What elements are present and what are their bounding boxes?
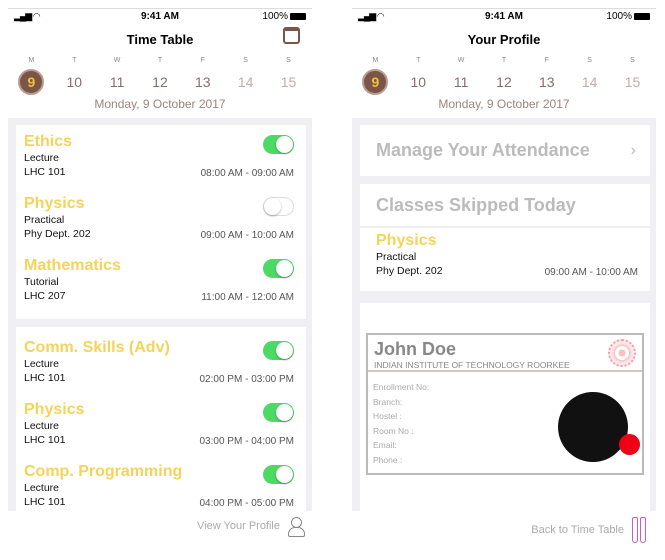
class-item: Physics Practical Phy Dept. 202 09:00 AM… <box>16 191 306 253</box>
class-name: Comp. Programming <box>24 463 183 480</box>
day-11[interactable]: W 11 <box>109 57 125 90</box>
profile-icon <box>288 517 305 537</box>
class-list: Ethics Lecture LHC 101 08:00 AM - 09:00 … <box>8 118 312 511</box>
id-field: Phone : <box>373 454 403 465</box>
day-15[interactable]: S 15 <box>280 57 297 90</box>
attendance-toggle[interactable] <box>263 341 294 360</box>
status-bar: ▂▄▆ ◠ 9:41 AM 100% <box>8 11 312 25</box>
day-14[interactable]: S 14 <box>581 57 598 90</box>
id-field: Hostel : <box>373 411 402 421</box>
page-title: Your Profile <box>467 32 541 47</box>
institute-seal-logo <box>608 339 636 367</box>
back-to-timetable-button[interactable]: Back to Time Table <box>531 517 648 543</box>
class-group: Comm. Skills (Adv) Lecture LHC 101 02:00… <box>16 327 306 511</box>
class-item: Physics Lecture LHC 101 03:00 PM - 04:00… <box>16 397 306 459</box>
class-type: Practical <box>24 214 65 226</box>
class-time: 11:00 AM - 12:00 AM <box>201 292 294 303</box>
class-room: LHC 101 <box>24 496 66 508</box>
id-field: Room No : <box>373 425 414 436</box>
signal-wifi-icon: ▂▄▆ ◠ <box>14 11 41 21</box>
skipped-header: Classes Skipped Today <box>360 184 650 227</box>
class-type: Practical <box>376 251 417 263</box>
view-profile-button[interactable]: View Your Profile <box>197 517 305 537</box>
day-10[interactable]: T 10 <box>66 57 83 90</box>
selected-date: Monday, 9 October 2017 <box>94 97 226 111</box>
battery: 100% <box>606 11 650 22</box>
class-item: Mathematics Tutorial LHC 207 11:00 AM - … <box>16 253 306 315</box>
class-name: Physics <box>24 195 85 212</box>
attendance-toggle[interactable] <box>263 197 294 216</box>
day-11[interactable]: W 11 <box>453 57 469 90</box>
id-card-area: John Doe INDIAN INSTITUTE OF TECHNOLOGY R… <box>360 303 650 511</box>
class-item: Ethics Lecture LHC 101 08:00 AM - 09:00 … <box>16 129 306 191</box>
class-item: Comp. Programming Lecture LHC 101 04:00 … <box>16 459 306 521</box>
day-12[interactable]: T 12 <box>496 57 512 90</box>
week-strip: M 9 T 10 W 11 T 12 F 13 S 14 S 15 <box>8 57 312 95</box>
week-strip: M 9 T 10 W 11 T 12 F 13 S 14 S 15 <box>352 57 656 95</box>
class-name: Physics <box>24 401 85 418</box>
day-15[interactable]: S 15 <box>624 57 641 90</box>
class-room: LHC 101 <box>24 434 66 446</box>
class-name: Physics <box>376 232 437 249</box>
id-field: Email: <box>373 440 397 450</box>
id-card: John Doe INDIAN INSTITUTE OF TECHNOLOGY R… <box>366 333 644 475</box>
battery-icon <box>290 12 306 20</box>
day-13[interactable]: F 13 <box>539 57 555 90</box>
attendance-toggle[interactable] <box>263 259 294 278</box>
class-name: Ethics <box>24 133 73 150</box>
day-14[interactable]: S 14 <box>237 57 254 90</box>
status-bar: ▂▄▆ ◠ 9:41 AM 100% <box>352 11 656 25</box>
page-title: Time Table <box>126 32 194 47</box>
student-name: John Doe <box>374 339 457 359</box>
class-room: LHC 101 <box>24 166 66 178</box>
attendance-toggle[interactable] <box>263 135 294 154</box>
class-group: Ethics Lecture LHC 101 08:00 AM - 09:00 … <box>16 125 306 319</box>
class-name: Comm. Skills (Adv) <box>24 339 170 356</box>
class-type: Lecture <box>24 482 60 494</box>
day-10[interactable]: T 10 <box>410 57 427 90</box>
pencils-icon <box>632 517 648 543</box>
avatar[interactable] <box>558 392 628 462</box>
class-item: Comm. Skills (Adv) Lecture LHC 101 02:00… <box>16 335 306 397</box>
class-time: 08:00 AM - 09:00 AM <box>200 168 294 179</box>
class-time: 09:00 AM - 10:00 AM <box>544 267 638 278</box>
day-12[interactable]: T 12 <box>152 57 168 90</box>
status-dot <box>619 434 640 455</box>
calendar-icon[interactable] <box>283 27 300 44</box>
selected-date: Monday, 9 October 2017 <box>438 97 570 111</box>
class-time: 02:00 PM - 03:00 PM <box>199 374 295 385</box>
class-type: Lecture <box>24 152 60 164</box>
class-room: Phy Dept. 202 <box>24 228 91 240</box>
day-13[interactable]: F 13 <box>195 57 211 90</box>
battery: 100% <box>262 11 306 22</box>
class-time: 09:00 AM - 10:00 AM <box>200 230 294 241</box>
class-type: Lecture <box>24 420 60 432</box>
status-time: 9:41 AM <box>141 11 179 22</box>
battery-icon <box>634 12 650 20</box>
class-room: LHC 207 <box>24 290 66 302</box>
skipped-list: Physics Practical Phy Dept. 202 09:00 AM… <box>360 228 650 291</box>
chevron-right-icon: › <box>630 142 636 159</box>
timetable-screen: ▂▄▆ ◠ 9:41 AM 100% Time Table M 9 T 10 W 11 T 12… <box>8 8 312 553</box>
class-name: Mathematics <box>24 257 121 274</box>
signal-wifi-icon: ▂▄▆ ◠ <box>358 11 385 21</box>
class-time: 03:00 PM - 04:00 PM <box>199 436 295 447</box>
manage-attendance-button[interactable]: Manage Your Attendance › <box>360 125 650 176</box>
attendance-toggle[interactable] <box>263 465 294 484</box>
class-room: Phy Dept. 202 <box>376 265 443 277</box>
id-field: Enrollment No: <box>373 382 430 392</box>
class-item: Physics Practical Phy Dept. 202 09:00 AM… <box>368 228 650 290</box>
class-type: Lecture <box>24 358 60 370</box>
id-field: Branch: <box>373 396 403 407</box>
profile-screen: ▂▄▆ ◠ 9:41 AM 100% Your Profile M 9 T 10 W 11 T… <box>352 8 656 553</box>
institute-name: INDIAN INSTITUTE OF TECHNOLOGY ROORKEE <box>374 360 570 370</box>
attendance-toggle[interactable] <box>263 403 294 422</box>
class-room: LHC 101 <box>24 372 66 384</box>
class-type: Tutorial <box>24 276 59 288</box>
status-time: 9:41 AM <box>485 11 523 22</box>
class-time: 04:00 PM - 05:00 PM <box>199 498 295 509</box>
